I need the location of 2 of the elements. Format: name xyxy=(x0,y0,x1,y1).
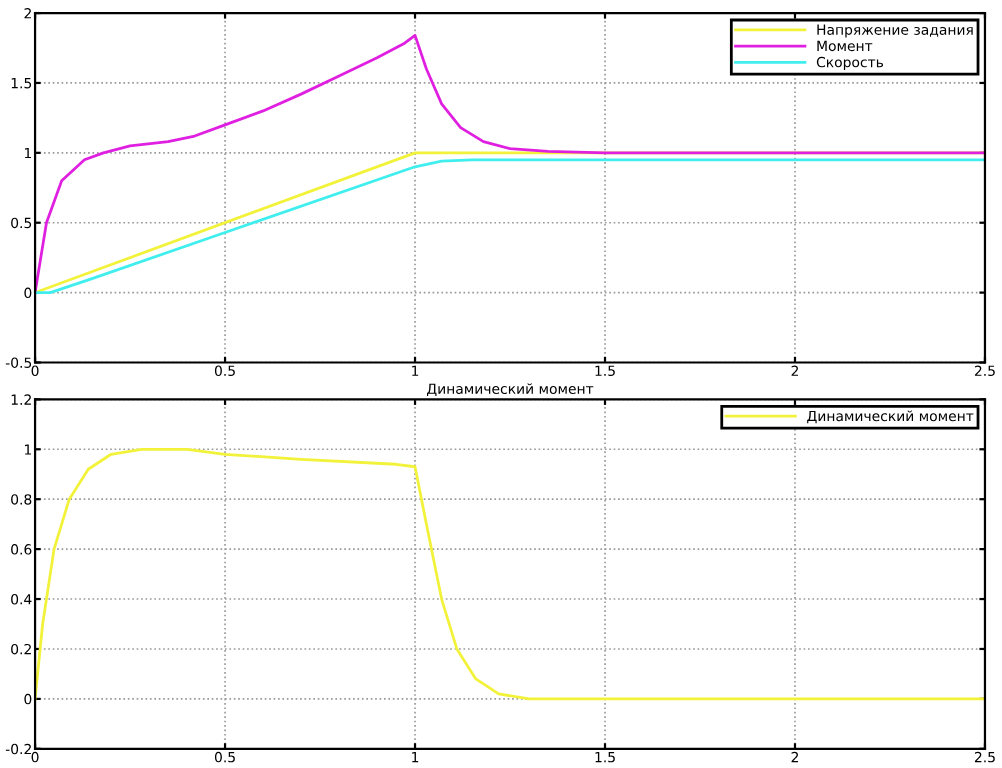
line-series xyxy=(35,447,985,701)
line-series xyxy=(35,34,985,294)
